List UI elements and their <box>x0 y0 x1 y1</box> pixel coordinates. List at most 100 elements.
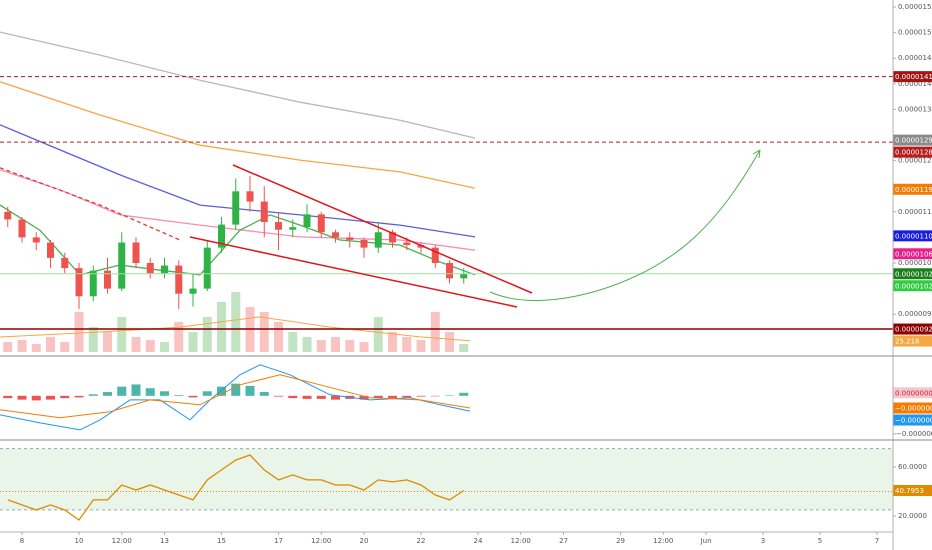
macd-histogram-bar <box>74 395 84 398</box>
y-tick-label: 0.00000950 <box>898 310 932 318</box>
price-tag: 0.00001103 <box>893 230 932 242</box>
x-tick-label: 29 <box>616 537 625 545</box>
price-tag-label: −0.00000020 <box>895 417 932 425</box>
macd-histogram-bar <box>359 395 369 400</box>
price-tag-bg <box>893 146 932 158</box>
candle-body <box>189 288 197 294</box>
candle-body <box>32 237 40 243</box>
x-tick-label: 13 <box>160 537 169 545</box>
price-tag-label: 0.00000004 <box>895 389 932 397</box>
price-tag-label: 40.7953 <box>895 487 924 495</box>
moving-average <box>0 31 476 139</box>
candle-body <box>89 270 97 297</box>
volume-bar <box>416 340 426 352</box>
trendline-upper <box>232 164 533 294</box>
price-tag-label: 0.00001286 <box>895 149 932 157</box>
volume-bar <box>288 332 298 352</box>
macd-histogram-bar <box>88 394 98 396</box>
price-tag: 0.00001029 <box>893 268 932 280</box>
candle-body <box>104 270 112 289</box>
candle-body <box>18 219 26 238</box>
candle-body <box>403 242 411 246</box>
price-tag: 0.00001414 <box>893 71 932 83</box>
price-tag: 0.00000004 <box>893 387 932 399</box>
macd-histogram-bar <box>145 388 155 396</box>
y-tick-label: 0.00001350 <box>898 105 932 113</box>
macd-histogram-bar <box>231 383 241 396</box>
candle-body <box>161 265 169 274</box>
volume-bar <box>145 340 155 352</box>
x-tick-label: 7 <box>875 537 879 545</box>
price-tag-label: 0.00001029 <box>895 270 932 278</box>
macd-histogram-bar <box>288 395 298 399</box>
macd-histogram-bar <box>174 395 184 396</box>
price-tag: 25.218 <box>893 335 932 347</box>
volume-bar <box>373 317 383 352</box>
price-tag: 0.00001068 <box>893 248 932 260</box>
candle-body <box>260 201 268 223</box>
candle-body <box>303 214 311 228</box>
plot-layer: 0.00001550 0.00001500 0.00001450 0.00001400… <box>0 3 932 545</box>
y-tick-label: 0.00001550 <box>898 3 932 11</box>
candle-body <box>417 245 425 248</box>
price-tag-bg <box>893 387 932 399</box>
price-tag-bg <box>893 248 932 260</box>
price-tag-bg <box>893 230 932 242</box>
trendline-lower <box>189 236 518 308</box>
y-tick-label: 0.00001450 <box>898 54 932 62</box>
volume-bar <box>316 340 326 352</box>
price-tag-bg <box>893 280 932 292</box>
price-tag-bg <box>893 71 932 83</box>
y-tick-label: 0.00001050 <box>898 259 932 267</box>
macd-histogram-bar <box>60 395 70 399</box>
volume-bar <box>345 340 355 352</box>
x-tick-label: 12:00 <box>311 537 331 545</box>
candle-body <box>332 232 340 238</box>
candle-body <box>460 273 468 279</box>
x-tick-label: 20 <box>360 537 369 545</box>
volume-bar <box>231 292 241 352</box>
volume-bar <box>103 332 113 352</box>
price-tag: 40.7953 <box>893 484 932 496</box>
y-tick-label: 0.00001250 <box>898 157 932 165</box>
candle-body <box>446 262 454 279</box>
volume-bar <box>388 332 398 352</box>
candle-body <box>275 222 283 230</box>
volume-bar <box>174 322 184 352</box>
volume-bar <box>160 342 170 352</box>
macd-histogram-bar <box>388 395 398 399</box>
candle-body <box>175 265 183 294</box>
volume-bar <box>31 344 41 352</box>
volume-bar <box>359 342 369 352</box>
x-tick-label: 17 <box>274 537 283 545</box>
volume-bar <box>459 344 469 352</box>
volume-bar <box>88 327 98 352</box>
moving-average <box>0 124 476 238</box>
volume-bar <box>46 337 56 352</box>
macd-histogram-bar <box>259 392 269 396</box>
price-tag-label: 0.00000921 <box>895 326 932 334</box>
volume-bar <box>430 312 440 352</box>
y-tick-label: 0.00001400 <box>898 80 932 88</box>
price-tag-label: 25.218 <box>895 338 920 346</box>
macd-histogram-bar <box>160 391 170 396</box>
candle-body <box>431 247 439 263</box>
candle-body <box>4 211 12 220</box>
macd-histogram-bar <box>188 395 198 398</box>
macd-histogram-bar <box>131 384 141 396</box>
price-tag: 0.00001286 <box>893 146 932 158</box>
macd-histogram-bar <box>430 395 440 397</box>
macd-histogram-bar <box>445 395 455 396</box>
macd-histogram-bar <box>117 386 127 396</box>
projection-arrow <box>752 149 761 159</box>
candle-body <box>47 242 55 258</box>
candle-body <box>346 237 354 240</box>
x-tick-label: 12:00 <box>653 537 673 545</box>
candle-body <box>75 268 83 297</box>
volume-bar <box>217 302 227 352</box>
candle-body <box>218 224 226 248</box>
volume-bar <box>188 332 198 352</box>
